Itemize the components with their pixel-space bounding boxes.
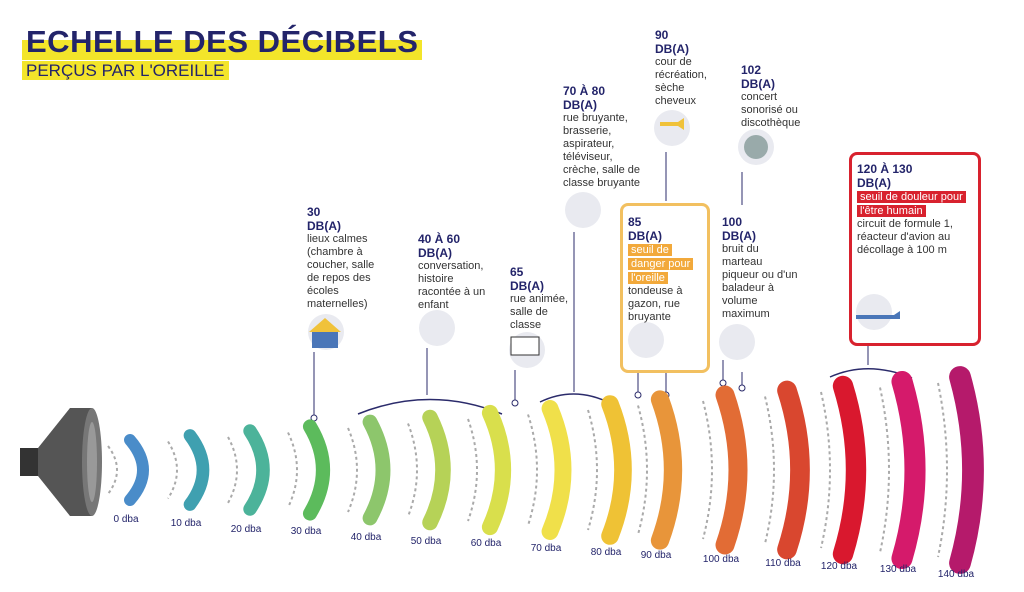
annotation: 102 DB(A) concert sonorisé ou discothèque — [741, 63, 811, 130]
annotation-unit: DB(A) — [563, 98, 597, 112]
sound-wave-dash — [287, 432, 298, 508]
scale-label: 70 dba — [531, 543, 562, 554]
sound-wave — [481, 404, 512, 536]
sound-wave-dash — [467, 418, 478, 522]
annotation: 100 DB(A) bruit du marteau piqueur ou d'un… — [722, 215, 798, 321]
annotation-description: conversation, histoire racontée à un enf… — [418, 260, 486, 311]
annotation-unit: DB(A) — [628, 229, 662, 243]
annotation-level: 30 — [307, 205, 321, 219]
scale-label: 10 dba — [171, 518, 202, 529]
annotation-level: 100 — [722, 215, 743, 229]
sound-wave-dash — [527, 414, 538, 526]
annotation-unit: DB(A) — [307, 219, 341, 233]
annotation-description: lieux calmes (chambre à coucher, salle d… — [307, 233, 375, 310]
annotation-unit: DB(A) — [510, 279, 544, 293]
pain-box — [849, 152, 981, 346]
sound-wave-dash — [637, 405, 648, 535]
sound-wave — [949, 366, 984, 574]
sound-wave — [422, 409, 451, 531]
scale-label: 30 dba — [291, 526, 322, 537]
annotation-warning: seuil de douleur pour l'être humain — [857, 191, 966, 217]
sound-wave — [362, 414, 391, 526]
scale-label: 0 dba — [113, 514, 138, 525]
annotation-unit: DB(A) — [741, 77, 775, 91]
annotation-unit: DB(A) — [655, 42, 689, 56]
title: ECHELLE DES DÉCIBELS — [22, 24, 423, 60]
scale-label: 60 dba — [471, 538, 502, 549]
sound-wave-dash — [167, 440, 178, 500]
sound-wave — [541, 400, 572, 540]
speaker — [20, 408, 102, 516]
annotation-unit: DB(A) — [722, 229, 756, 243]
annotation-level: 70 À 80 — [563, 84, 606, 98]
sound-wave — [777, 380, 810, 560]
sound-wave-dash — [820, 391, 831, 549]
danger-box — [620, 203, 710, 373]
scale-label: 110 dba — [765, 558, 801, 569]
scale-label: 130 dba — [880, 564, 917, 575]
sound-wave — [650, 390, 683, 550]
annotation: 40 À 60 DB(A) conversation, histoire racon… — [418, 232, 494, 312]
annotation-level: 40 À 60 — [418, 232, 461, 246]
sound-wave-dash — [879, 387, 890, 553]
annotation: 65 DB(A) rue animée, salle de classe — [510, 265, 576, 332]
warning-wrap: seuil de danger pour l'oreille — [628, 243, 700, 285]
annotation-description: rue animée, salle de classe — [510, 293, 569, 331]
sound-wave-dash — [407, 423, 418, 517]
icons — [308, 110, 900, 368]
annotation-description: bruit du marteau piqueur ou d'un baladeu… — [722, 243, 798, 320]
annotation-description: tondeuse à gazon, rue bruyante — [628, 285, 683, 323]
scale-label: 140 dba — [938, 569, 975, 580]
sound-wave — [243, 424, 270, 516]
annotation-warning: seuil de danger pour l'oreille — [628, 244, 694, 284]
annotation-description: rue bruyante, brasserie, aspirateur, tél… — [563, 112, 641, 189]
annotation-level: 102 — [741, 63, 762, 77]
annotation: 120 À 130 DB(A) seuil de douleur pour l'êt… — [857, 162, 969, 257]
sound-wave — [601, 395, 632, 545]
annotation: 90 DB(A) cour de récréation, sèche cheveux — [655, 28, 725, 108]
sound-wave-dash — [937, 382, 948, 558]
scale-label: 20 dba — [231, 524, 262, 535]
sound-wave — [302, 419, 331, 521]
annotation-level: 120 À 130 — [857, 162, 913, 176]
annotation-level: 85 — [628, 215, 642, 229]
scale-label: 40 dba — [351, 532, 382, 543]
sound-wave-dash — [702, 400, 713, 540]
scale-label: 90 dba — [641, 550, 672, 561]
scale-label: 100 dba — [703, 554, 740, 565]
warning-wrap: seuil de douleur pour l'être humain — [857, 190, 969, 218]
sound-wave-dash — [107, 445, 118, 495]
annotation: 70 À 80 DB(A) rue bruyante, brasserie, asp… — [563, 84, 645, 190]
sound-wave-dash — [347, 427, 358, 513]
subtitle: PERÇUS PAR L'OREILLE — [22, 61, 229, 80]
sound-wave-dash — [764, 396, 775, 544]
sound-wave-dash — [227, 436, 238, 504]
sound-wave — [183, 429, 210, 511]
scale-label: 120 dba — [821, 561, 858, 572]
annotation-unit: DB(A) — [857, 176, 891, 190]
sound-wave — [715, 385, 748, 555]
annotation: 30 DB(A) lieux calmes (chambre à coucher, … — [307, 205, 387, 311]
group-brackets — [357, 368, 913, 415]
annotation-level: 65 — [510, 265, 524, 279]
scale-label: 50 dba — [411, 536, 442, 547]
sound-wave-dash — [587, 409, 598, 531]
annotation: 85 DB(A) seuil de danger pour l'oreille ton… — [628, 215, 700, 324]
annotation-description: cour de récréation, sèche cheveux — [655, 56, 707, 107]
annotation-description: circuit de formule 1, réacteur d'avion a… — [857, 218, 953, 256]
scale-label: 80 dba — [591, 547, 622, 558]
annotation-level: 90 — [655, 28, 669, 42]
annotation-unit: DB(A) — [418, 246, 452, 260]
sound-wave — [124, 434, 149, 506]
annotation-description: concert sonorisé ou discothèque — [741, 91, 801, 129]
sound-wave — [832, 375, 867, 565]
sound-wave — [891, 370, 926, 570]
